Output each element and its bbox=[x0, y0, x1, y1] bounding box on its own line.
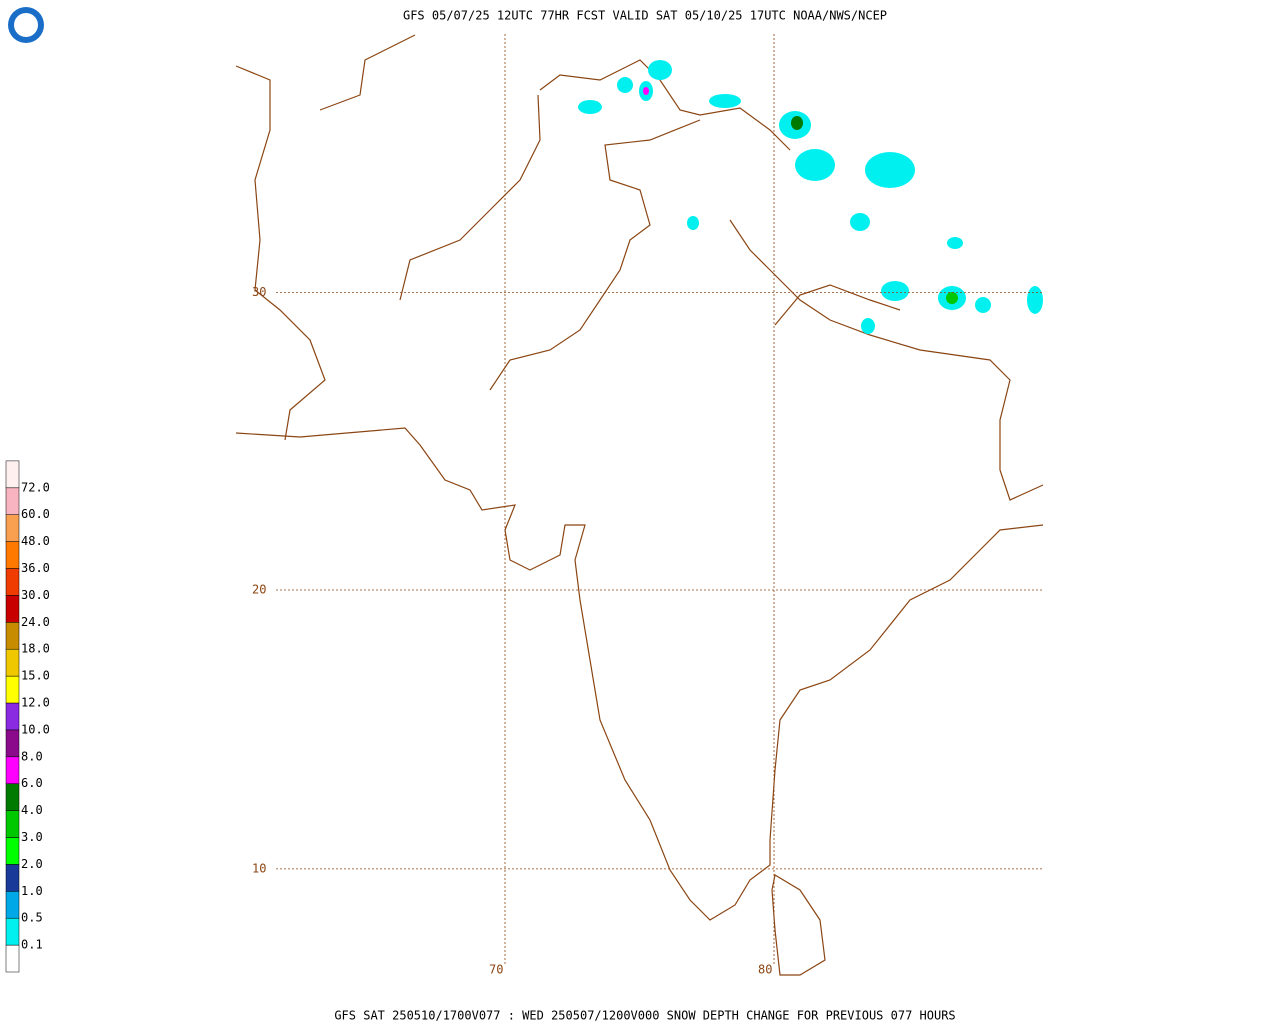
legend-swatch bbox=[5, 568, 20, 596]
legend-label: 2.0 bbox=[21, 857, 43, 871]
snow-area bbox=[1027, 286, 1043, 314]
sri-lanka bbox=[771, 874, 826, 976]
legend-swatch bbox=[5, 460, 20, 489]
legend-swatch bbox=[5, 837, 20, 865]
legend-label: 48.0 bbox=[21, 534, 50, 548]
legend-label: 6.0 bbox=[21, 776, 43, 790]
legend-swatch bbox=[5, 514, 20, 542]
noaa-logo-inner bbox=[14, 13, 38, 37]
lat-label: 30 bbox=[252, 285, 266, 299]
legend-swatch bbox=[5, 675, 20, 704]
legend-swatch bbox=[5, 891, 20, 919]
lon-label: 80 bbox=[758, 963, 772, 977]
legend-swatch bbox=[5, 702, 20, 731]
legend-swatch bbox=[5, 944, 20, 973]
legend-swatch bbox=[5, 783, 20, 811]
legend-label: 1.0 bbox=[21, 884, 43, 898]
legend-label: 3.0 bbox=[21, 830, 43, 844]
snow-area bbox=[975, 297, 991, 313]
snow-core bbox=[946, 292, 958, 304]
border-nepal bbox=[729, 219, 1044, 501]
legend-swatch bbox=[5, 622, 20, 650]
legend-swatch bbox=[5, 864, 20, 892]
snow-area bbox=[881, 281, 909, 301]
snow-area bbox=[709, 94, 741, 108]
snow-area bbox=[850, 213, 870, 231]
lat-label: 10 bbox=[252, 861, 266, 875]
border-afghan bbox=[319, 34, 791, 151]
lat-label: 20 bbox=[252, 583, 266, 597]
title: GFS 05/07/25 12UTC 77HR FCST VALID SAT 0… bbox=[403, 9, 887, 23]
snow-core bbox=[791, 116, 803, 130]
snow-area bbox=[947, 237, 963, 249]
snow-area bbox=[795, 149, 835, 181]
snow-area bbox=[648, 60, 672, 80]
legend-label: 36.0 bbox=[21, 561, 50, 575]
legend-swatch bbox=[5, 917, 20, 946]
legend-label: 12.0 bbox=[21, 696, 50, 710]
snow-area bbox=[617, 77, 633, 93]
coastline bbox=[235, 427, 1044, 921]
legend-label: 0.5 bbox=[21, 911, 43, 925]
legend-swatch bbox=[5, 756, 20, 784]
legend-swatch bbox=[5, 810, 20, 838]
snow-area bbox=[861, 318, 875, 334]
legend-label: 24.0 bbox=[21, 615, 50, 629]
borders bbox=[235, 34, 1044, 976]
legend-swatch bbox=[5, 729, 20, 758]
legend-label: 4.0 bbox=[21, 803, 43, 817]
snow-core bbox=[643, 87, 649, 95]
lon-label: 70 bbox=[489, 963, 503, 977]
legend-label: 15.0 bbox=[21, 669, 50, 683]
legend-swatch bbox=[5, 648, 20, 677]
legend-label: 8.0 bbox=[21, 749, 43, 763]
legend-label: 18.0 bbox=[21, 642, 50, 656]
border-pakistan bbox=[399, 94, 701, 391]
snow-area bbox=[865, 152, 915, 188]
snow-area bbox=[687, 216, 699, 230]
legend-label: 72.0 bbox=[21, 480, 50, 494]
snow-areas bbox=[578, 60, 1043, 334]
legend-label: 30.0 bbox=[21, 588, 50, 602]
legend-swatch bbox=[5, 595, 20, 623]
legend-label: 0.1 bbox=[21, 938, 43, 952]
snow-area bbox=[578, 100, 602, 114]
legend-swatch bbox=[5, 541, 20, 569]
legend-label: 10.0 bbox=[21, 722, 50, 736]
legend-swatch bbox=[5, 487, 20, 515]
border-iran bbox=[235, 65, 326, 441]
legend-label: 60.0 bbox=[21, 507, 50, 521]
footer: GFS SAT 250510/1700V077 : WED 250507/120… bbox=[334, 1009, 955, 1023]
